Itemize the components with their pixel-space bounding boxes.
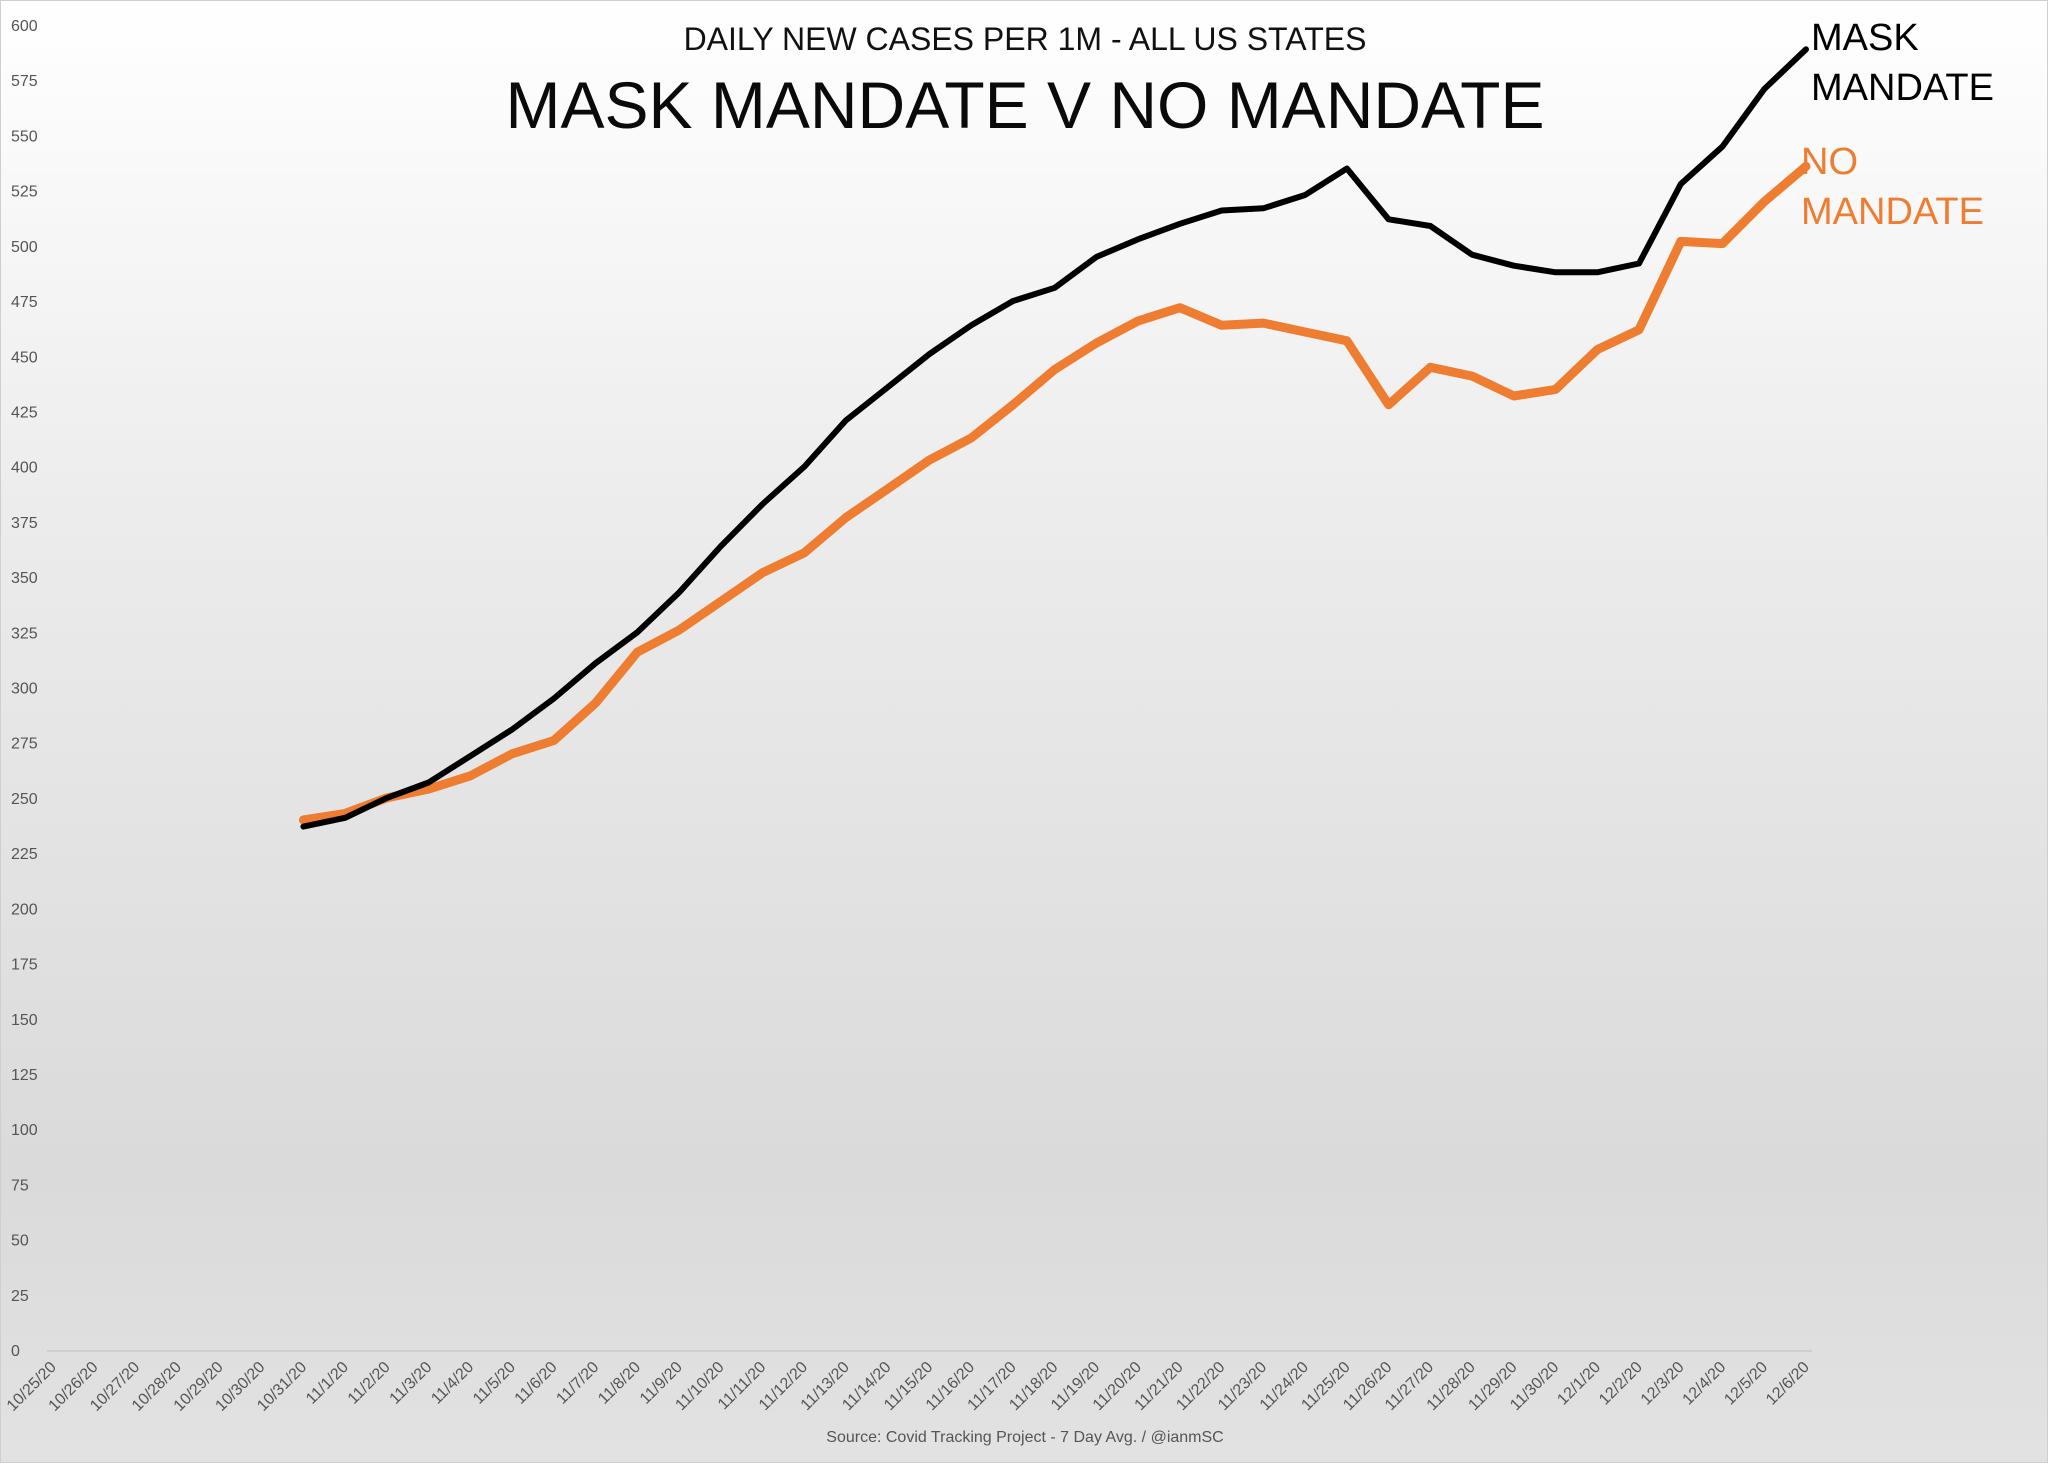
y-tick-label: 75 <box>11 1177 29 1194</box>
y-tick-label: 300 <box>11 681 38 698</box>
x-tick-label: 11/6/20 <box>512 1359 561 1408</box>
y-tick-label: 125 <box>11 1067 38 1084</box>
y-tick-label: 250 <box>11 791 38 808</box>
x-tick-label: 12/5/20 <box>1721 1359 1771 1409</box>
x-tick-label: 11/5/20 <box>470 1359 519 1408</box>
chart-source-note: Source: Covid Tracking Project - 7 Day A… <box>826 1429 1224 1446</box>
y-tick-label: 150 <box>11 1012 38 1029</box>
series-line-mask-mandate <box>300 46 1809 830</box>
x-tick-label: 11/1/20 <box>303 1359 352 1408</box>
y-tick-label: 0 <box>11 1343 20 1360</box>
y-tick-label: 175 <box>11 957 38 974</box>
series-label-no-mandate: NO MANDATE <box>1801 141 1984 233</box>
y-tick-label: 525 <box>11 184 38 201</box>
y-tick-label: 500 <box>11 239 38 256</box>
chart-title: MASK MANDATE V NO MANDATE <box>505 68 1545 142</box>
y-tick-label: 400 <box>11 460 38 477</box>
y-tick-label: 50 <box>11 1233 29 1250</box>
y-tick-label: 375 <box>11 515 38 532</box>
x-tick-label: 12/6/20 <box>1763 1359 1813 1409</box>
y-tick-label: 200 <box>11 901 38 918</box>
x-tick-label: 11/4/20 <box>428 1359 477 1408</box>
y-tick-label: 600 <box>11 18 38 35</box>
y-tick-label: 550 <box>11 128 38 145</box>
y-tick-label: 475 <box>11 294 38 311</box>
y-tick-label: 575 <box>11 73 38 90</box>
x-tick-label: 11/8/20 <box>595 1359 644 1408</box>
x-tick-label: 11/3/20 <box>387 1359 436 1408</box>
y-tick-label: 325 <box>11 625 38 642</box>
x-tick-label: 11/2/20 <box>345 1359 394 1408</box>
x-tick-label: 11/7/20 <box>553 1359 602 1408</box>
y-tick-label: 225 <box>11 846 38 863</box>
series-label-mask-mandate: MASK MANDATE <box>1811 17 1994 109</box>
y-tick-label: 25 <box>11 1288 29 1305</box>
x-tick-label: 12/3/20 <box>1638 1359 1688 1409</box>
y-tick-label: 350 <box>11 570 38 587</box>
x-tick-label: 12/4/20 <box>1680 1359 1730 1409</box>
x-tick-label: 12/2/20 <box>1596 1359 1646 1409</box>
y-tick-label: 275 <box>11 736 38 753</box>
y-tick-label: 425 <box>11 404 38 421</box>
y-tick-label: 100 <box>11 1122 38 1139</box>
x-tick-label: 12/1/20 <box>1554 1359 1604 1409</box>
series-line-no-mandate <box>298 161 1811 825</box>
y-tick-label: 450 <box>11 349 38 366</box>
chart-subtitle: DAILY NEW CASES PER 1M - ALL US STATES <box>683 21 1367 57</box>
